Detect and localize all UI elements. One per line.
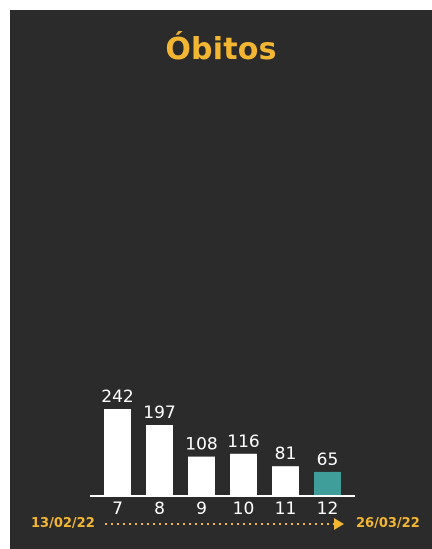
bar-12 — [314, 471, 341, 495]
bar-9 — [188, 456, 215, 495]
bar-8 — [146, 424, 173, 495]
timeline-arrow-icon — [334, 518, 344, 530]
bar-chart: 242 7 197 8 108 9 116 10 81 11 65 12 — [90, 387, 355, 530]
date-start-label: 13/02/22 — [31, 516, 95, 531]
bar-11 — [272, 466, 299, 495]
value-label-12: 65 — [317, 450, 339, 470]
value-label-9: 108 — [185, 435, 217, 455]
category-label-12: 12 — [317, 499, 339, 519]
value-label-8: 197 — [143, 403, 175, 423]
value-label-7: 242 — [101, 387, 133, 407]
category-label-7: 7 — [112, 499, 123, 519]
date-end-label: 26/03/22 — [356, 516, 420, 531]
value-label-11: 81 — [275, 444, 297, 464]
category-label-9: 9 — [196, 499, 207, 519]
chart-title: Óbitos — [165, 32, 277, 67]
bar-7 — [104, 409, 131, 495]
category-label-8: 8 — [154, 499, 165, 519]
bar-10 — [230, 453, 257, 495]
category-label-11: 11 — [275, 499, 297, 519]
category-label-10: 10 — [233, 499, 255, 519]
chart-card: Óbitos 242 7 197 8 108 9 116 10 81 11 65 12 13/02/2… — [10, 10, 432, 549]
value-label-10: 116 — [227, 432, 259, 452]
